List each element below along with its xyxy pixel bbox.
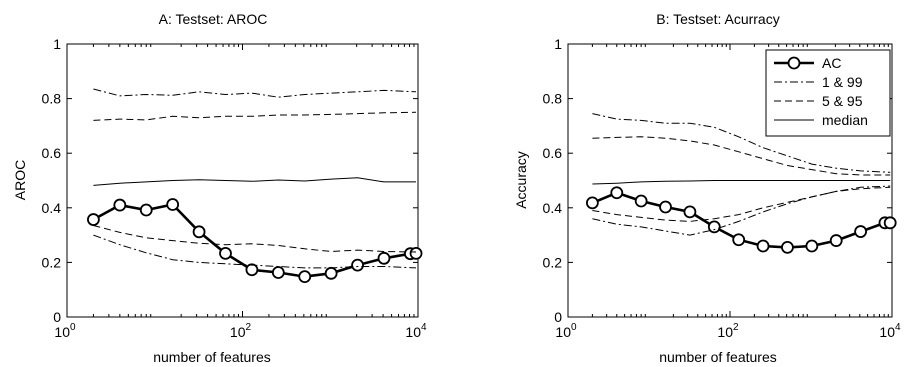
data-point-ac	[781, 240, 794, 254]
data-point-ac	[192, 225, 206, 239]
data-point-ac	[166, 198, 180, 211]
data-point-ac	[854, 225, 868, 238]
series-line-1-99-lower-	[93, 234, 417, 269]
legend-label: 1 & 99	[822, 74, 863, 90]
series-line-5-95-upper-	[93, 111, 417, 121]
data-point-ac	[139, 203, 153, 217]
data-point-ac	[707, 220, 721, 234]
data-point-ac	[805, 239, 819, 253]
series-line-1-99-upper-	[592, 113, 891, 173]
x-tick-label: 104	[879, 322, 901, 340]
data-point-ac	[585, 196, 599, 210]
legend-marker	[787, 56, 801, 70]
y-tick-label: 0	[53, 309, 61, 325]
legend-label: AC	[822, 55, 841, 71]
legend-label: median	[822, 112, 868, 128]
panel-a-title: A: Testset: AROC	[159, 11, 268, 27]
data-point-ac	[883, 216, 897, 230]
data-point-ac	[271, 266, 285, 279]
panel-a-ylabel: AROC	[12, 160, 28, 200]
y-tick-label: 0.4	[42, 200, 62, 216]
data-point-ac	[610, 186, 624, 200]
panel-b-ylabel: Accuracy	[513, 151, 529, 209]
y-tick-label: 1	[554, 36, 562, 52]
data-point-ac	[756, 239, 770, 253]
panel-b-title: B: Testset: Acurracy	[656, 11, 779, 27]
plot-frame	[66, 43, 419, 318]
data-point-ac	[298, 270, 312, 283]
data-point-ac	[732, 233, 746, 247]
data-point-ac	[245, 263, 259, 277]
y-tick-label: 0.2	[42, 254, 62, 270]
x-tick-label: 102	[717, 322, 739, 340]
data-point-ac	[829, 234, 843, 247]
series-line-1-99-lower-	[592, 185, 891, 236]
data-point-ac	[324, 266, 338, 280]
panel-b-accuracy: B: Testset: Acurracy Accuracy number of …	[513, 11, 901, 365]
series-line-1-99-upper-	[93, 88, 417, 98]
data-point-ac	[634, 194, 648, 208]
legend-box	[765, 49, 891, 137]
series-line-5-95-upper-	[592, 136, 891, 176]
y-tick-label: 0.8	[543, 91, 563, 107]
data-point-ac	[409, 246, 423, 260]
y-tick-label: 0.2	[543, 254, 563, 270]
y-tick-label: 0	[554, 309, 562, 325]
panel-b-xlabel: number of features	[659, 349, 777, 365]
y-tick-label: 0.6	[42, 145, 62, 161]
series-line-median	[93, 177, 416, 186]
y-tick-label: 1	[53, 36, 61, 52]
data-point-ac	[659, 200, 672, 214]
data-point-ac	[351, 258, 364, 272]
y-tick-label: 0.4	[543, 200, 563, 216]
data-point-ac	[113, 198, 127, 212]
y-tick-label: 0.6	[543, 145, 563, 161]
x-tick-label: 102	[230, 322, 252, 340]
series-line-5-95-lower-	[93, 225, 417, 253]
series-line-median	[592, 180, 891, 185]
data-point-ac	[377, 251, 391, 265]
x-tick-label: 100	[54, 322, 76, 340]
data-point-ac	[219, 246, 232, 260]
panel-a-xlabel: number of features	[153, 349, 271, 365]
data-point-ac	[683, 205, 697, 219]
y-tick-label: 0.8	[42, 91, 62, 107]
legend-label: 5 & 95	[822, 93, 863, 109]
panel-a-aroc: A: Testset: AROC AROC number of features…	[12, 11, 427, 365]
x-tick-label: 104	[405, 322, 427, 340]
x-tick-label: 100	[555, 322, 577, 340]
data-point-ac	[87, 213, 100, 226]
